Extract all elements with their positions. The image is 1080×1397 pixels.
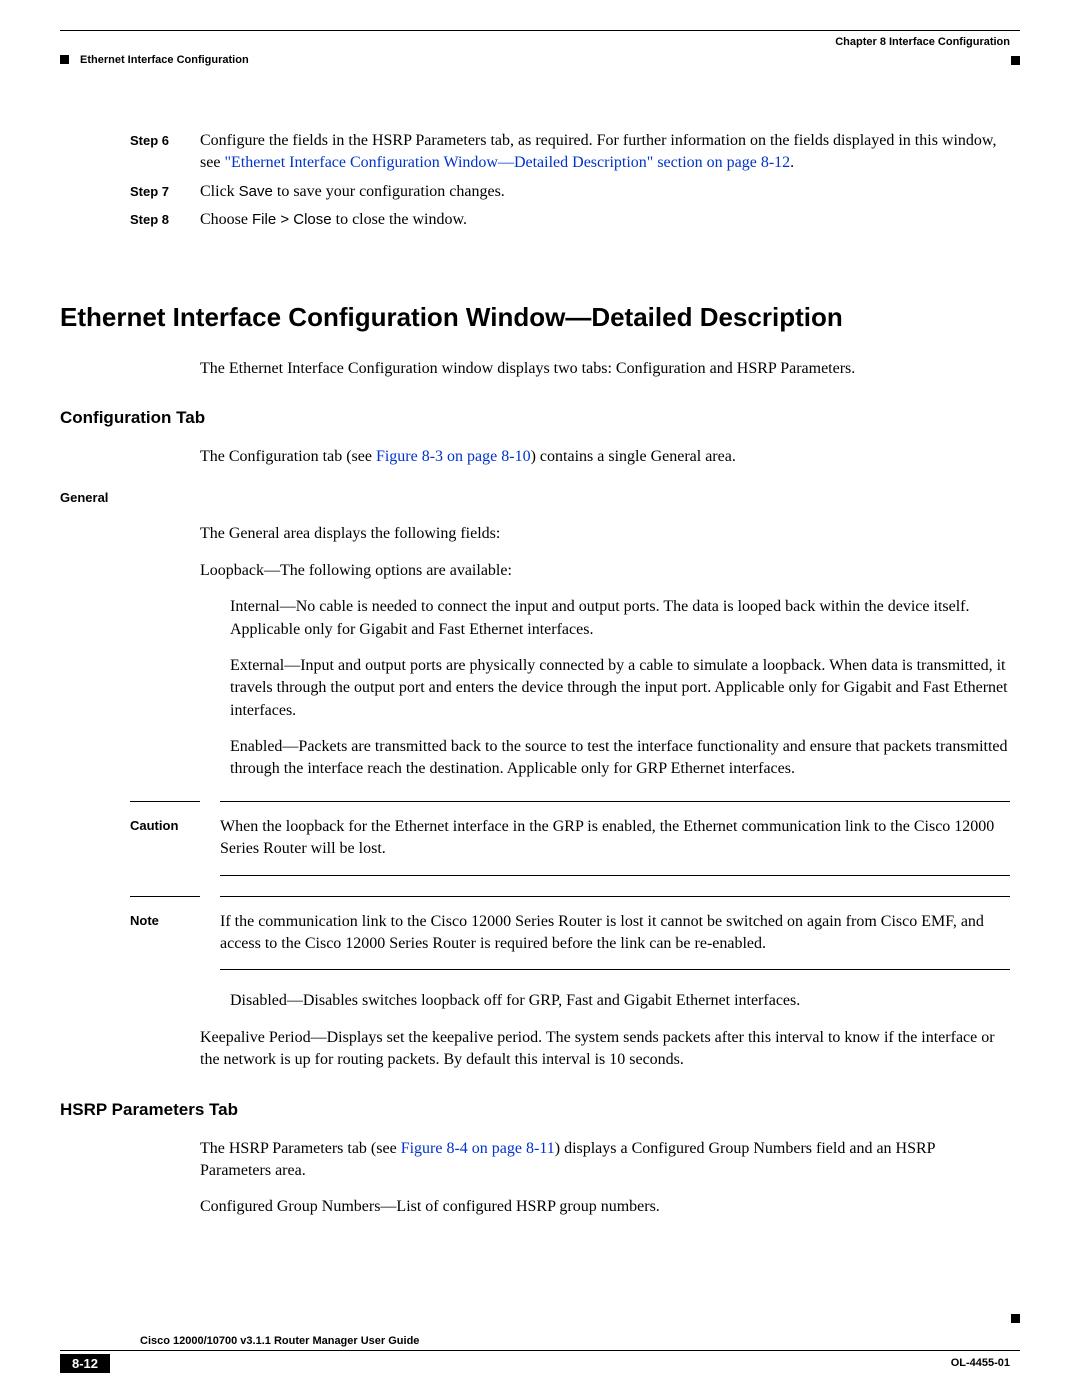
footer-doc-id: OL-4455-01 <box>951 1357 1010 1369</box>
note-text: If the communication link to the Cisco 1… <box>220 896 1010 971</box>
text: ) contains a single General area. <box>531 448 736 465</box>
footer-rule <box>60 1350 1020 1351</box>
heading-1: Ethernet Interface Configuration Window—… <box>60 302 1020 333</box>
text: Choose <box>200 211 252 228</box>
list-item: Internal—No cable is needed to connect t… <box>230 596 1020 641</box>
text: . <box>790 154 794 171</box>
heading-3: General <box>60 490 1020 505</box>
header-square <box>1011 56 1020 65</box>
step-body: Click Save to save your configuration ch… <box>200 181 1020 203</box>
cross-ref-link[interactable]: "Ethernet Interface Configuration Window… <box>224 154 790 171</box>
step-label: Step 7 <box>130 181 200 203</box>
text: to close the window. <box>332 211 467 228</box>
note-block: Note If the communication link to the Ci… <box>130 896 1010 971</box>
paragraph: The Ethernet Interface Configuration win… <box>200 358 1020 380</box>
list-item: Disabled—Disables switches loopback off … <box>230 990 1020 1012</box>
paragraph: Configured Group Numbers—List of configu… <box>200 1196 1020 1218</box>
caution-label: Caution <box>130 801 200 876</box>
ui-label: Save <box>239 183 273 200</box>
footer-page-number: 8-12 <box>60 1354 110 1373</box>
text: The Configuration tab (see <box>200 448 376 465</box>
heading-2: HSRP Parameters Tab <box>60 1100 1020 1120</box>
header-chapter: Chapter 8 Interface Configuration <box>835 36 1010 48</box>
list-item: Enabled—Packets are transmitted back to … <box>230 736 1020 781</box>
footer-square <box>1011 1314 1020 1323</box>
step-row: Step 7 Click Save to save your configura… <box>60 181 1020 203</box>
subheader-square <box>60 55 69 64</box>
list-item: External—Input and output ports are phys… <box>230 655 1020 722</box>
caution-text: When the loopback for the Ethernet inter… <box>220 801 1010 876</box>
header-rule <box>60 30 1020 31</box>
note-label: Note <box>130 896 200 971</box>
cross-ref-link[interactable]: Figure 8-3 on page 8-10 <box>376 448 531 465</box>
paragraph: The HSRP Parameters tab (see Figure 8-4 … <box>200 1138 1020 1183</box>
paragraph: Keepalive Period—Displays set the keepal… <box>200 1027 1020 1072</box>
step-body: Configure the fields in the HSRP Paramet… <box>200 130 1020 175</box>
caution-block: Caution When the loopback for the Ethern… <box>130 801 1010 876</box>
step-row: Step 8 Choose File > Close to close the … <box>60 209 1020 231</box>
paragraph: Loopback—The following options are avail… <box>200 560 1020 582</box>
paragraph: The Configuration tab (see Figure 8-3 on… <box>200 446 1020 468</box>
ui-label: File > Close <box>252 211 332 228</box>
step-body: Choose File > Close to close the window. <box>200 209 1020 231</box>
text: The HSRP Parameters tab (see <box>200 1140 401 1157</box>
cross-ref-link[interactable]: Figure 8-4 on page 8-11 <box>401 1140 555 1157</box>
header-section: Ethernet Interface Configuration <box>80 54 249 66</box>
paragraph: The General area displays the following … <box>200 523 1020 545</box>
text: Click <box>200 183 239 200</box>
text: to save your configuration changes. <box>273 183 505 200</box>
heading-2: Configuration Tab <box>60 408 1020 428</box>
step-label: Step 8 <box>130 209 200 231</box>
step-label: Step 6 <box>130 130 200 175</box>
footer-book-title: Cisco 12000/10700 v3.1.1 Router Manager … <box>140 1335 419 1347</box>
step-row: Step 6 Configure the fields in the HSRP … <box>60 130 1020 175</box>
